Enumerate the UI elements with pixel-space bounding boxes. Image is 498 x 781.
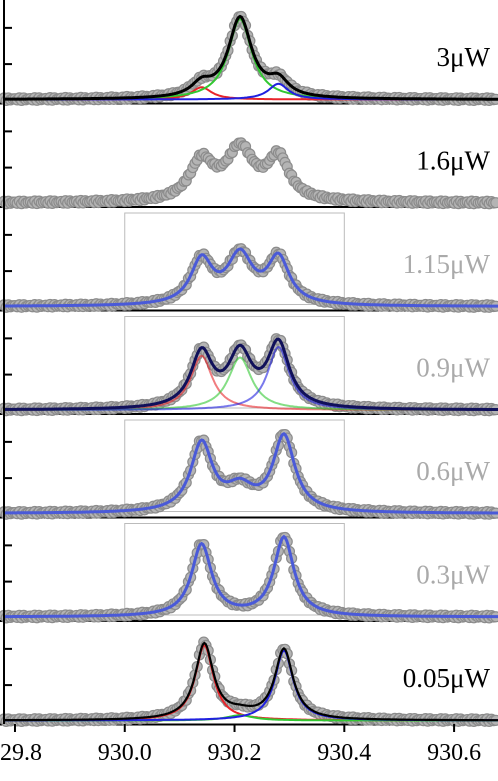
inset-frame: [124, 523, 345, 616]
panel-4: 0.6μW: [0, 419, 498, 520]
power-label: 0.3μW: [416, 560, 490, 590]
total-fit: [4, 432, 498, 515]
x-tick-label: 930.2: [208, 740, 262, 766]
power-label: 3μW: [437, 42, 491, 72]
panel-2: 1.15μW: [0, 212, 498, 313]
total-fit: [4, 247, 498, 308]
power-label: 0.05μW: [403, 663, 491, 693]
x-tick-label: 930.0: [98, 740, 152, 766]
x-tick-label: 929.8: [0, 740, 42, 766]
panels-group: 3μW 1.6μW 1.15μW 0.9μW 0.6μW 0.3μW 0.05μW: [0, 10, 498, 728]
panel-1: 1.6μW: [0, 130, 498, 210]
power-label: 0.9μW: [416, 353, 490, 383]
total-fit: [4, 337, 498, 411]
data-point: [490, 197, 498, 209]
inset-frame: [124, 316, 345, 409]
x-tick-label: 930.6: [427, 740, 481, 766]
panel-0: 3μW: [0, 10, 498, 107]
total-fit: [4, 641, 498, 722]
x-tick-label: 930.4: [317, 740, 371, 766]
inset-frame: [124, 419, 345, 512]
panel-6: 0.05μW: [0, 636, 498, 728]
panel-5: 0.3μW: [0, 523, 498, 624]
power-label: 1.6μW: [416, 146, 490, 176]
panel-3: 0.9μW: [0, 316, 498, 417]
x-axis: 929.8 930.0 930.2 930.4 930.6: [0, 724, 481, 766]
power-label: 1.15μW: [403, 249, 491, 279]
inset-frame: [124, 212, 345, 305]
power-label: 0.6μW: [416, 456, 490, 486]
total-fit: [4, 14, 498, 101]
total-fit: [4, 534, 498, 619]
